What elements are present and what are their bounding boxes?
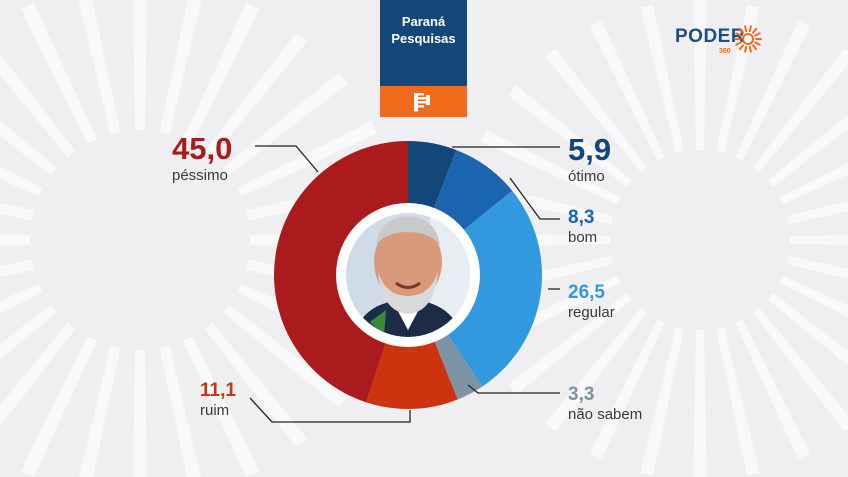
publisher-wordmark: PODER — [675, 26, 746, 47]
sun-ray — [735, 32, 742, 37]
label-regular: 26,5 regular — [568, 282, 615, 321]
portrait-photo — [346, 213, 470, 337]
sunburst-ray — [0, 120, 58, 176]
source-name: Paraná Pesquisas — [380, 0, 467, 86]
category-regular: regular — [568, 304, 615, 321]
sunburst-ray — [716, 4, 760, 154]
sunburst-ray — [204, 32, 308, 158]
sunburst-ray — [508, 85, 633, 188]
sunburst-ray — [508, 292, 633, 395]
sun-ray — [738, 27, 745, 34]
value-otimo: 5,9 — [568, 132, 612, 167]
sunburst-ray — [545, 48, 648, 173]
value-pessimo: 45,0 — [172, 131, 233, 166]
sunburst-ray — [0, 283, 44, 314]
sunburst-ray — [735, 21, 810, 161]
sun-ray — [748, 25, 752, 33]
category-nao-sabem: não sabem — [568, 406, 643, 423]
sunburst-ray — [159, 0, 202, 134]
sunburst-ray — [545, 307, 648, 432]
sunburst-ray — [767, 114, 848, 188]
sunburst-ray — [0, 304, 58, 360]
sun-icon — [734, 25, 762, 53]
sunburst-ray — [0, 322, 76, 427]
sunburst-ray — [716, 326, 760, 476]
sunburst-ray — [590, 319, 665, 459]
source-logo-icon — [414, 93, 430, 112]
label-otimo: 5,9 ótimo — [568, 132, 611, 185]
sunburst-ray — [590, 21, 665, 161]
value-ruim: 11,1 — [200, 380, 236, 401]
publisher-logo: PODER 360 — [675, 22, 775, 58]
sun-ray — [751, 27, 758, 34]
category-bom: bom — [568, 229, 598, 246]
sunburst-ray — [779, 162, 848, 205]
sunburst-ray — [693, 329, 707, 477]
sunburst-ray — [767, 292, 848, 366]
sunburst-ray — [0, 234, 31, 246]
value-bom: 8,3 — [568, 207, 595, 228]
leader-line-péssimo — [255, 145, 319, 173]
sunburst-ray — [779, 275, 848, 318]
sunburst-ray — [20, 336, 97, 477]
sun-ray — [748, 45, 752, 53]
label-ruim: 11,1 ruim — [200, 380, 236, 419]
sunburst-ray — [735, 319, 810, 459]
sunburst-ray — [786, 256, 848, 279]
sunburst-ray — [752, 48, 848, 173]
category-pessimo: péssimo — [172, 167, 228, 184]
source-name-line-1: Paraná — [401, 14, 446, 29]
source-name-line-2: Pesquisas — [391, 31, 456, 46]
leader-line-bom — [509, 177, 560, 220]
value-nao-sabem: 3,3 — [568, 384, 595, 405]
sunburst-ray — [481, 130, 621, 205]
label-bom: 8,3 bom — [568, 207, 597, 246]
category-ruim: ruim — [200, 402, 230, 419]
sunburst-ray — [183, 336, 260, 477]
sunburst-ray — [693, 0, 707, 151]
sunburst-ray — [78, 346, 121, 477]
leader-line-não-sabem — [467, 384, 560, 394]
sunburst-ray — [640, 326, 684, 476]
sun-ray — [744, 45, 748, 53]
publisher-number: 360 — [719, 48, 731, 55]
sunburst-ray — [0, 259, 34, 278]
sunburst-ray — [222, 72, 348, 176]
sunburst-ray — [789, 235, 848, 245]
sunburst-ray — [786, 201, 848, 224]
sunburst-ray — [640, 4, 684, 154]
source-logo-bar — [380, 86, 467, 117]
sunburst-ray — [222, 304, 348, 408]
label-pessimo: 45,0 péssimo — [172, 131, 232, 184]
sun-ray — [738, 44, 745, 51]
sun-ray — [751, 44, 758, 51]
sunburst-ray — [183, 2, 260, 144]
sunburst-ray — [20, 2, 97, 144]
sunburst-ray — [159, 346, 202, 477]
label-nao-sabem: 3,3 não sabem — [568, 384, 642, 423]
sunburst-ray — [752, 307, 848, 432]
sun-ray — [735, 41, 742, 46]
sun-ray — [744, 25, 748, 33]
sun-ray — [754, 32, 761, 37]
sunburst-ray — [133, 0, 147, 131]
sunburst-ray — [0, 53, 76, 158]
sun-ray — [754, 41, 761, 46]
sunburst-ray — [0, 202, 34, 221]
leader-line-ruim — [249, 397, 411, 423]
sunburst-ray — [204, 322, 308, 448]
category-otimo: ótimo — [568, 168, 605, 185]
sunburst-ray — [0, 166, 44, 197]
source-badge: Paraná Pesquisas — [380, 0, 467, 117]
value-regular: 26,5 — [568, 282, 605, 303]
sunburst-ray — [78, 0, 121, 134]
sunburst-ray — [133, 349, 147, 477]
